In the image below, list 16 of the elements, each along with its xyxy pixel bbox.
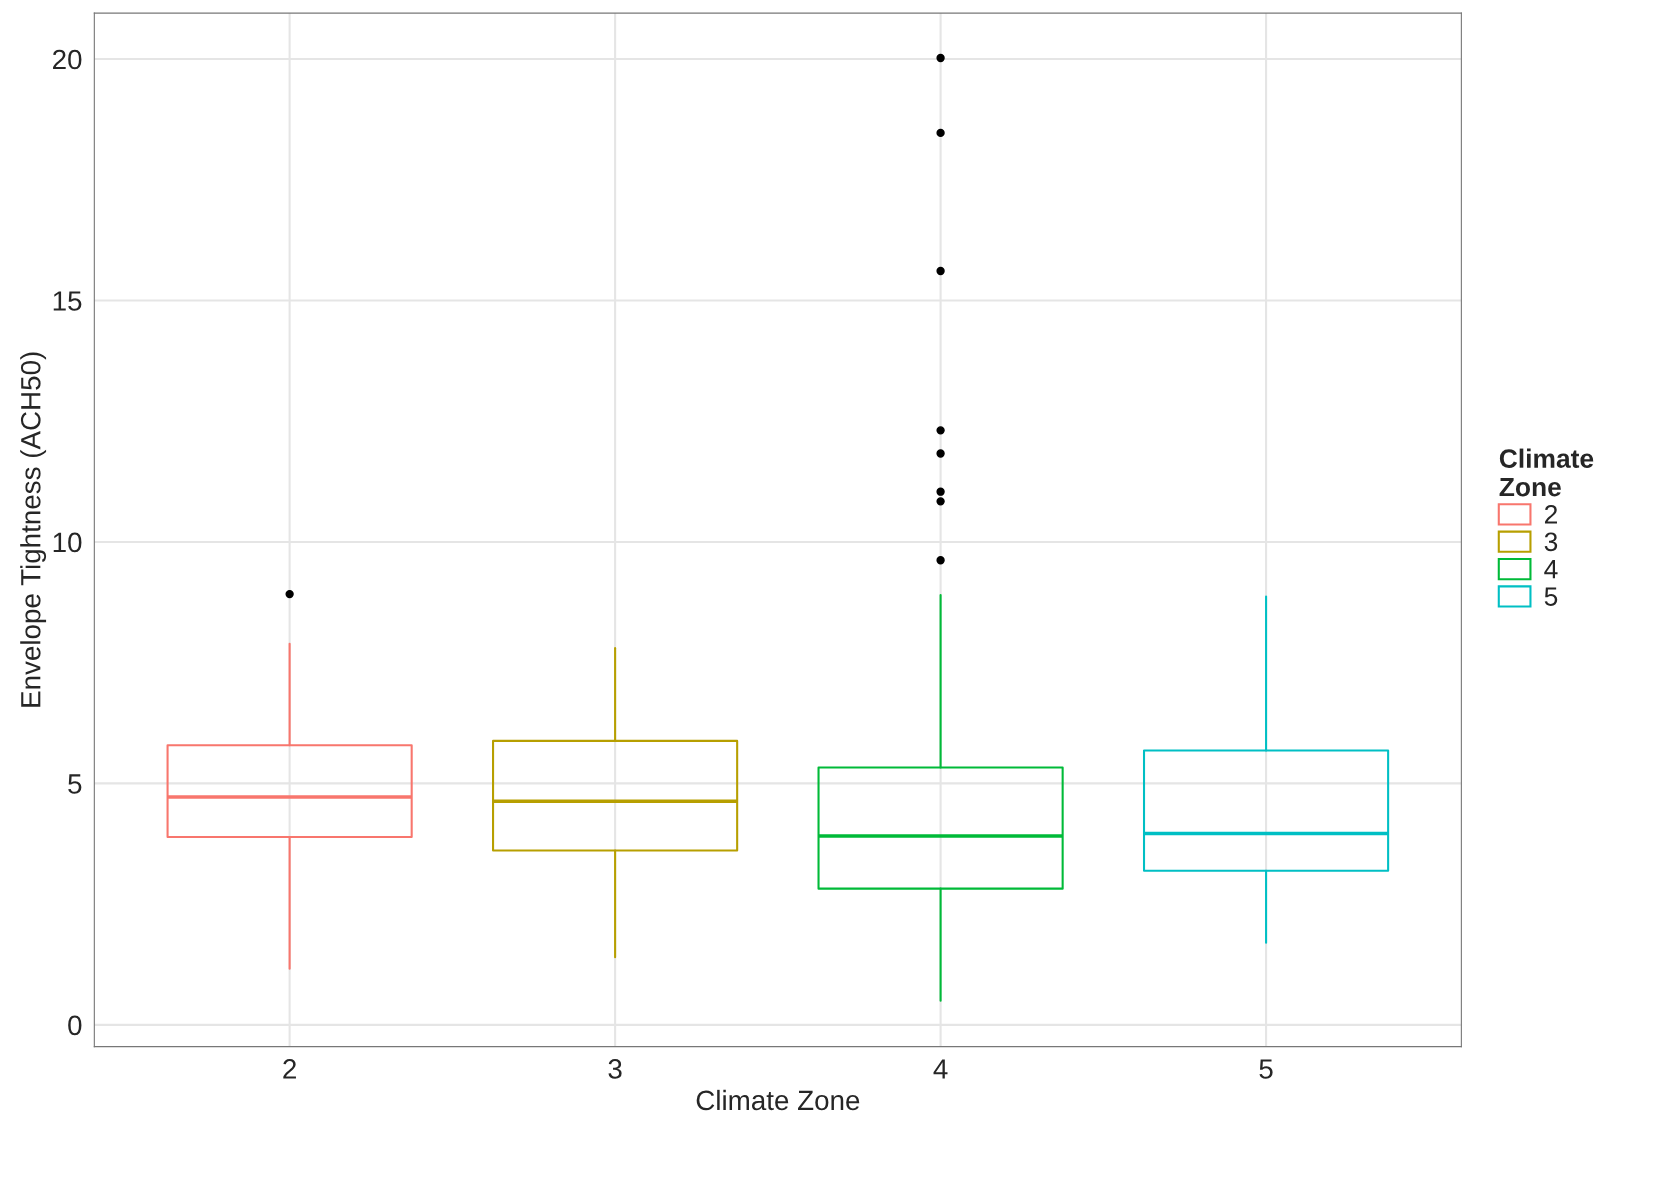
x-tick-label: 4	[933, 1059, 948, 1079]
y-axis-title: Envelope Tightness (ACH50)	[20, 352, 47, 707]
legend-label: 4	[1544, 560, 1558, 579]
x-tick-label: 5	[1259, 1059, 1273, 1079]
y-tick-label: 5	[68, 774, 82, 794]
y-tick-label: 15	[53, 291, 82, 311]
x-axis-title: Climate Zone	[696, 1089, 860, 1111]
legend-label: 2	[1544, 505, 1557, 524]
legend-label: 5	[1544, 587, 1558, 606]
x-tick-label: 3	[608, 1059, 622, 1079]
y-tick-label: 20	[53, 49, 82, 70]
x-tick-label: 2	[283, 1059, 296, 1079]
y-tick-label: 0	[68, 1015, 82, 1036]
legend-label: 3	[1544, 532, 1558, 552]
y-tick-label: 10	[53, 532, 82, 553]
legend-title: Climate Zone	[1499, 448, 1594, 497]
